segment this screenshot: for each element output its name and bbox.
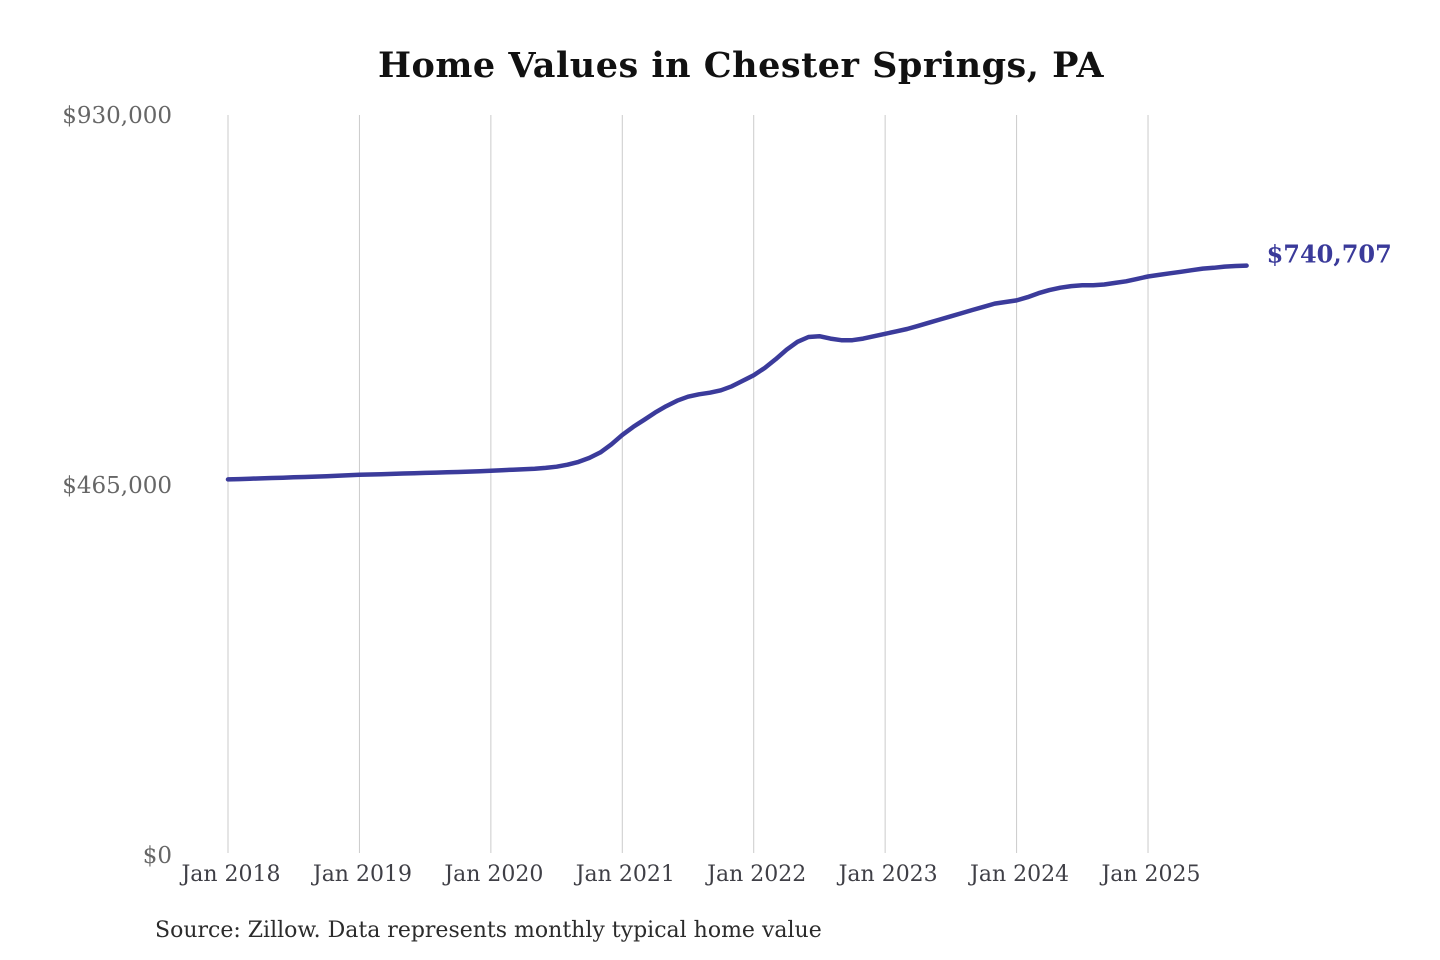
x-axis-tick-label: Jan 2021 — [574, 862, 675, 887]
y-axis-tick-label: $465,000 — [62, 473, 172, 499]
x-axis-tick-label: Jan 2019 — [311, 862, 412, 887]
y-axis-tick-label: $0 — [143, 843, 172, 869]
x-axis-tick-label: Jan 2018 — [179, 862, 280, 887]
source-note: Source: Zillow. Data represents monthly … — [155, 918, 822, 943]
chart-title: Home Values in Chester Springs, PA — [377, 45, 1105, 86]
x-axis-tick-label: Jan 2024 — [968, 862, 1069, 887]
x-axis-tick-label: Jan 2025 — [1099, 862, 1200, 887]
y-axis-tick-label: $930,000 — [62, 103, 172, 129]
x-axis-tick-label: Jan 2022 — [705, 862, 806, 887]
end-value-label: $740,707 — [1267, 240, 1392, 269]
x-axis-tick-label: Jan 2020 — [442, 862, 543, 887]
home-value-line — [225, 263, 1249, 482]
x-axis-tick-label: Jan 2023 — [837, 862, 938, 887]
